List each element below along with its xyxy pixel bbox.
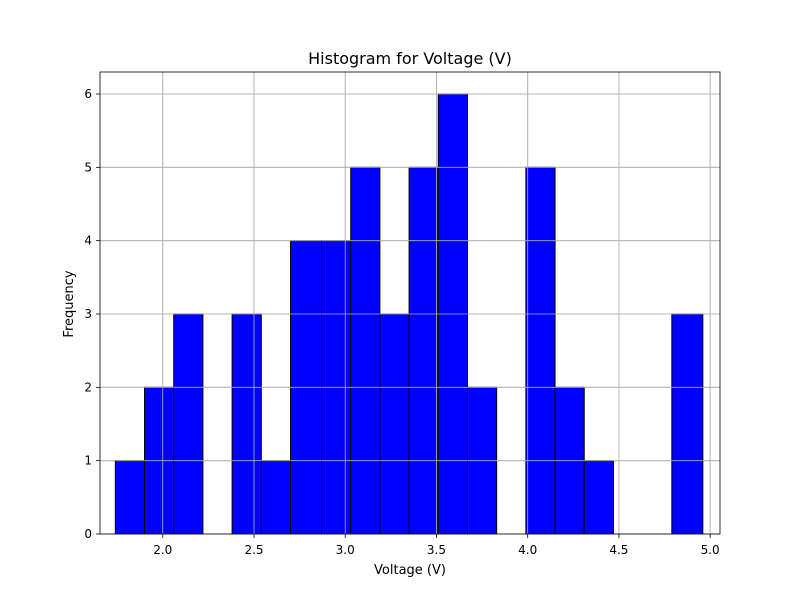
histogram-bar [260,460,291,535]
y-tick-label: 2 [84,380,92,394]
x-axis-ticks: 2.0 2.5 3.0 3.5 4.0 4.5 5.0 [153,534,720,557]
histogram-bar [173,313,204,535]
x-tick-label: 3.5 [427,543,446,557]
y-axis-label: Frequency [62,270,77,337]
x-tick-label: 2.5 [244,543,263,557]
histogram-bars [100,72,720,535]
x-axis-label: Voltage (V) [374,563,446,578]
histogram-bar [231,313,262,535]
y-tick-label: 0 [84,527,92,541]
histogram-bar [671,313,704,535]
histogram-bar [525,166,556,535]
histogram-bar [114,460,146,535]
histogram-bar [583,460,614,535]
histogram-bar [408,166,439,535]
x-tick-label: 4.5 [609,543,628,557]
y-tick-label: 5 [84,160,92,174]
y-axis-ticks: 0 1 2 3 4 5 6 [84,87,100,541]
y-tick-label: 4 [84,234,92,248]
y-tick-label: 1 [84,454,92,468]
x-tick-label: 4.0 [518,543,537,557]
y-tick-label: 6 [84,87,92,101]
x-tick-label: 5.0 [701,543,720,557]
plot-area-frame [99,71,721,535]
histogram-bar [350,166,381,535]
x-tick-label: 2.0 [153,543,172,557]
histogram-bar [379,313,410,535]
y-tick-label: 3 [84,307,92,321]
chart-title: Histogram for Voltage (V) [308,49,512,68]
x-tick-label: 3.0 [336,543,355,557]
